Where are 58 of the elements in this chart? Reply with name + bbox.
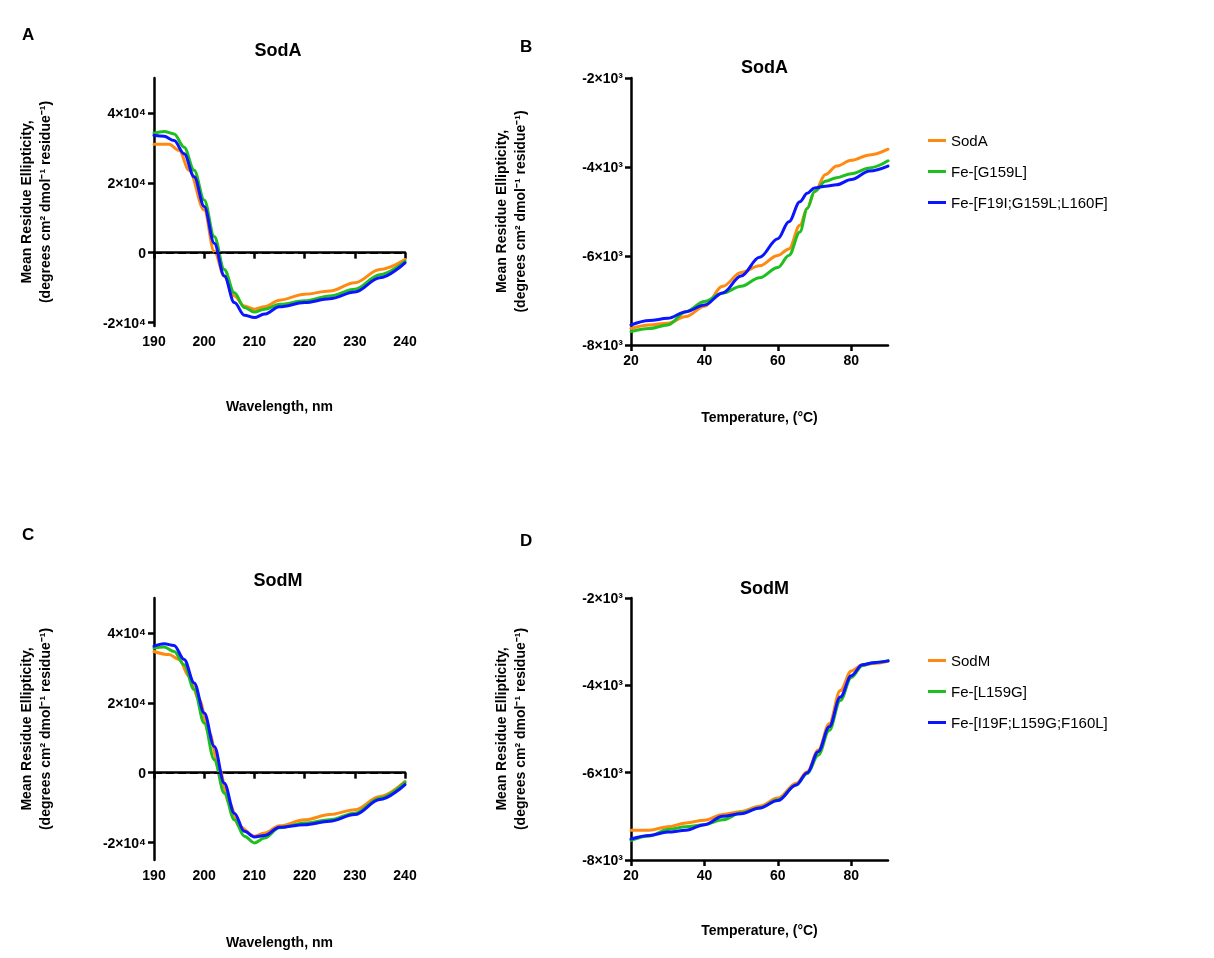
- x-tick-label: 220: [292, 333, 317, 349]
- y-tick-label: -4×10³: [582, 677, 624, 694]
- text: B: [520, 37, 533, 56]
- legend-label: Fe-[I19F;L159G;F160L]: [951, 714, 1108, 731]
- x-tick-label: 190: [142, 867, 166, 883]
- chart-title: SodM: [253, 570, 303, 590]
- legend-label: Fe-[L159G]: [951, 683, 1027, 700]
- x-tick-label: 230: [343, 867, 367, 883]
- legend-label: Fe-[F19I;G159L;L160F]: [951, 194, 1108, 211]
- y-tick-label: 4×10⁴: [107, 104, 147, 121]
- y-tick-label: 0: [138, 244, 147, 261]
- x-tick-label: 190: [142, 333, 166, 349]
- x-tick-label: 200: [192, 333, 217, 349]
- y-tick-label: -6×10³: [582, 248, 624, 264]
- legend-label: SodA: [951, 132, 988, 149]
- y-tick-label: -2×10⁴: [102, 834, 147, 851]
- x-tick-label: 240: [393, 867, 417, 883]
- x-tick-label: 20: [623, 867, 639, 883]
- y-tick-label: -2×10³: [582, 70, 624, 86]
- text: C: [22, 525, 35, 544]
- y-axis-title: Mean Residue Ellipticity, (degrees cm² dmol⁻¹ residue⁻¹): [17, 627, 53, 831]
- legend-label: Fe-[G159L]: [951, 163, 1027, 180]
- y-tick-label: 0: [138, 764, 147, 781]
- x-axis-title: Wavelength, nm: [226, 933, 333, 950]
- x-tick-label: 220: [292, 867, 317, 883]
- text: D: [520, 531, 533, 550]
- y-tick-label: -8×10³: [582, 337, 624, 353]
- x-tick-label: 80: [843, 867, 860, 883]
- y-tick-label: -2×10³: [582, 590, 624, 606]
- y-tick-label: 2×10⁴: [107, 694, 147, 711]
- chart-title: SodA: [741, 57, 788, 77]
- chart-title: SodA: [254, 40, 302, 60]
- x-tick-label: 210: [242, 867, 267, 883]
- text: A: [22, 25, 35, 44]
- y-tick-label: -2×10⁴: [102, 314, 147, 331]
- x-tick-label: 60: [770, 867, 786, 883]
- x-tick-label: 230: [343, 333, 367, 349]
- x-tick-label: 80: [843, 352, 860, 368]
- x-axis-title: Temperature, (°C): [701, 921, 818, 938]
- chart-title: SodM: [740, 578, 789, 598]
- y-tick-label: -4×10³: [582, 159, 624, 175]
- x-tick-label: 40: [696, 352, 713, 368]
- y-tick-label: 2×10⁴: [107, 174, 147, 191]
- y-axis-title: Mean Residue Ellipticity, (degrees cm² dmol⁻¹ residue⁻¹): [492, 627, 528, 831]
- x-tick-label: 200: [192, 867, 217, 883]
- y-tick-label: -8×10³: [582, 852, 624, 868]
- x-tick-label: 60: [770, 352, 786, 368]
- y-tick-label: -6×10³: [582, 764, 624, 781]
- y-axis-title: Mean Residue Ellipticity, (degrees cm² dmol⁻¹ residue⁻¹): [492, 110, 528, 313]
- x-tick-label: 210: [242, 333, 267, 349]
- y-tick-label: 4×10⁴: [107, 624, 147, 641]
- legend-label: SodM: [951, 652, 991, 669]
- y-axis-title: Mean Residue Ellipticity, (degrees cm² dmol⁻¹ residue⁻¹): [17, 100, 53, 304]
- x-axis-title: Wavelength, nm: [226, 397, 333, 414]
- x-axis-title: Temperature, (°C): [701, 408, 818, 425]
- x-tick-label: 20: [623, 352, 639, 368]
- x-tick-label: 240: [393, 333, 417, 349]
- x-tick-label: 40: [696, 867, 713, 883]
